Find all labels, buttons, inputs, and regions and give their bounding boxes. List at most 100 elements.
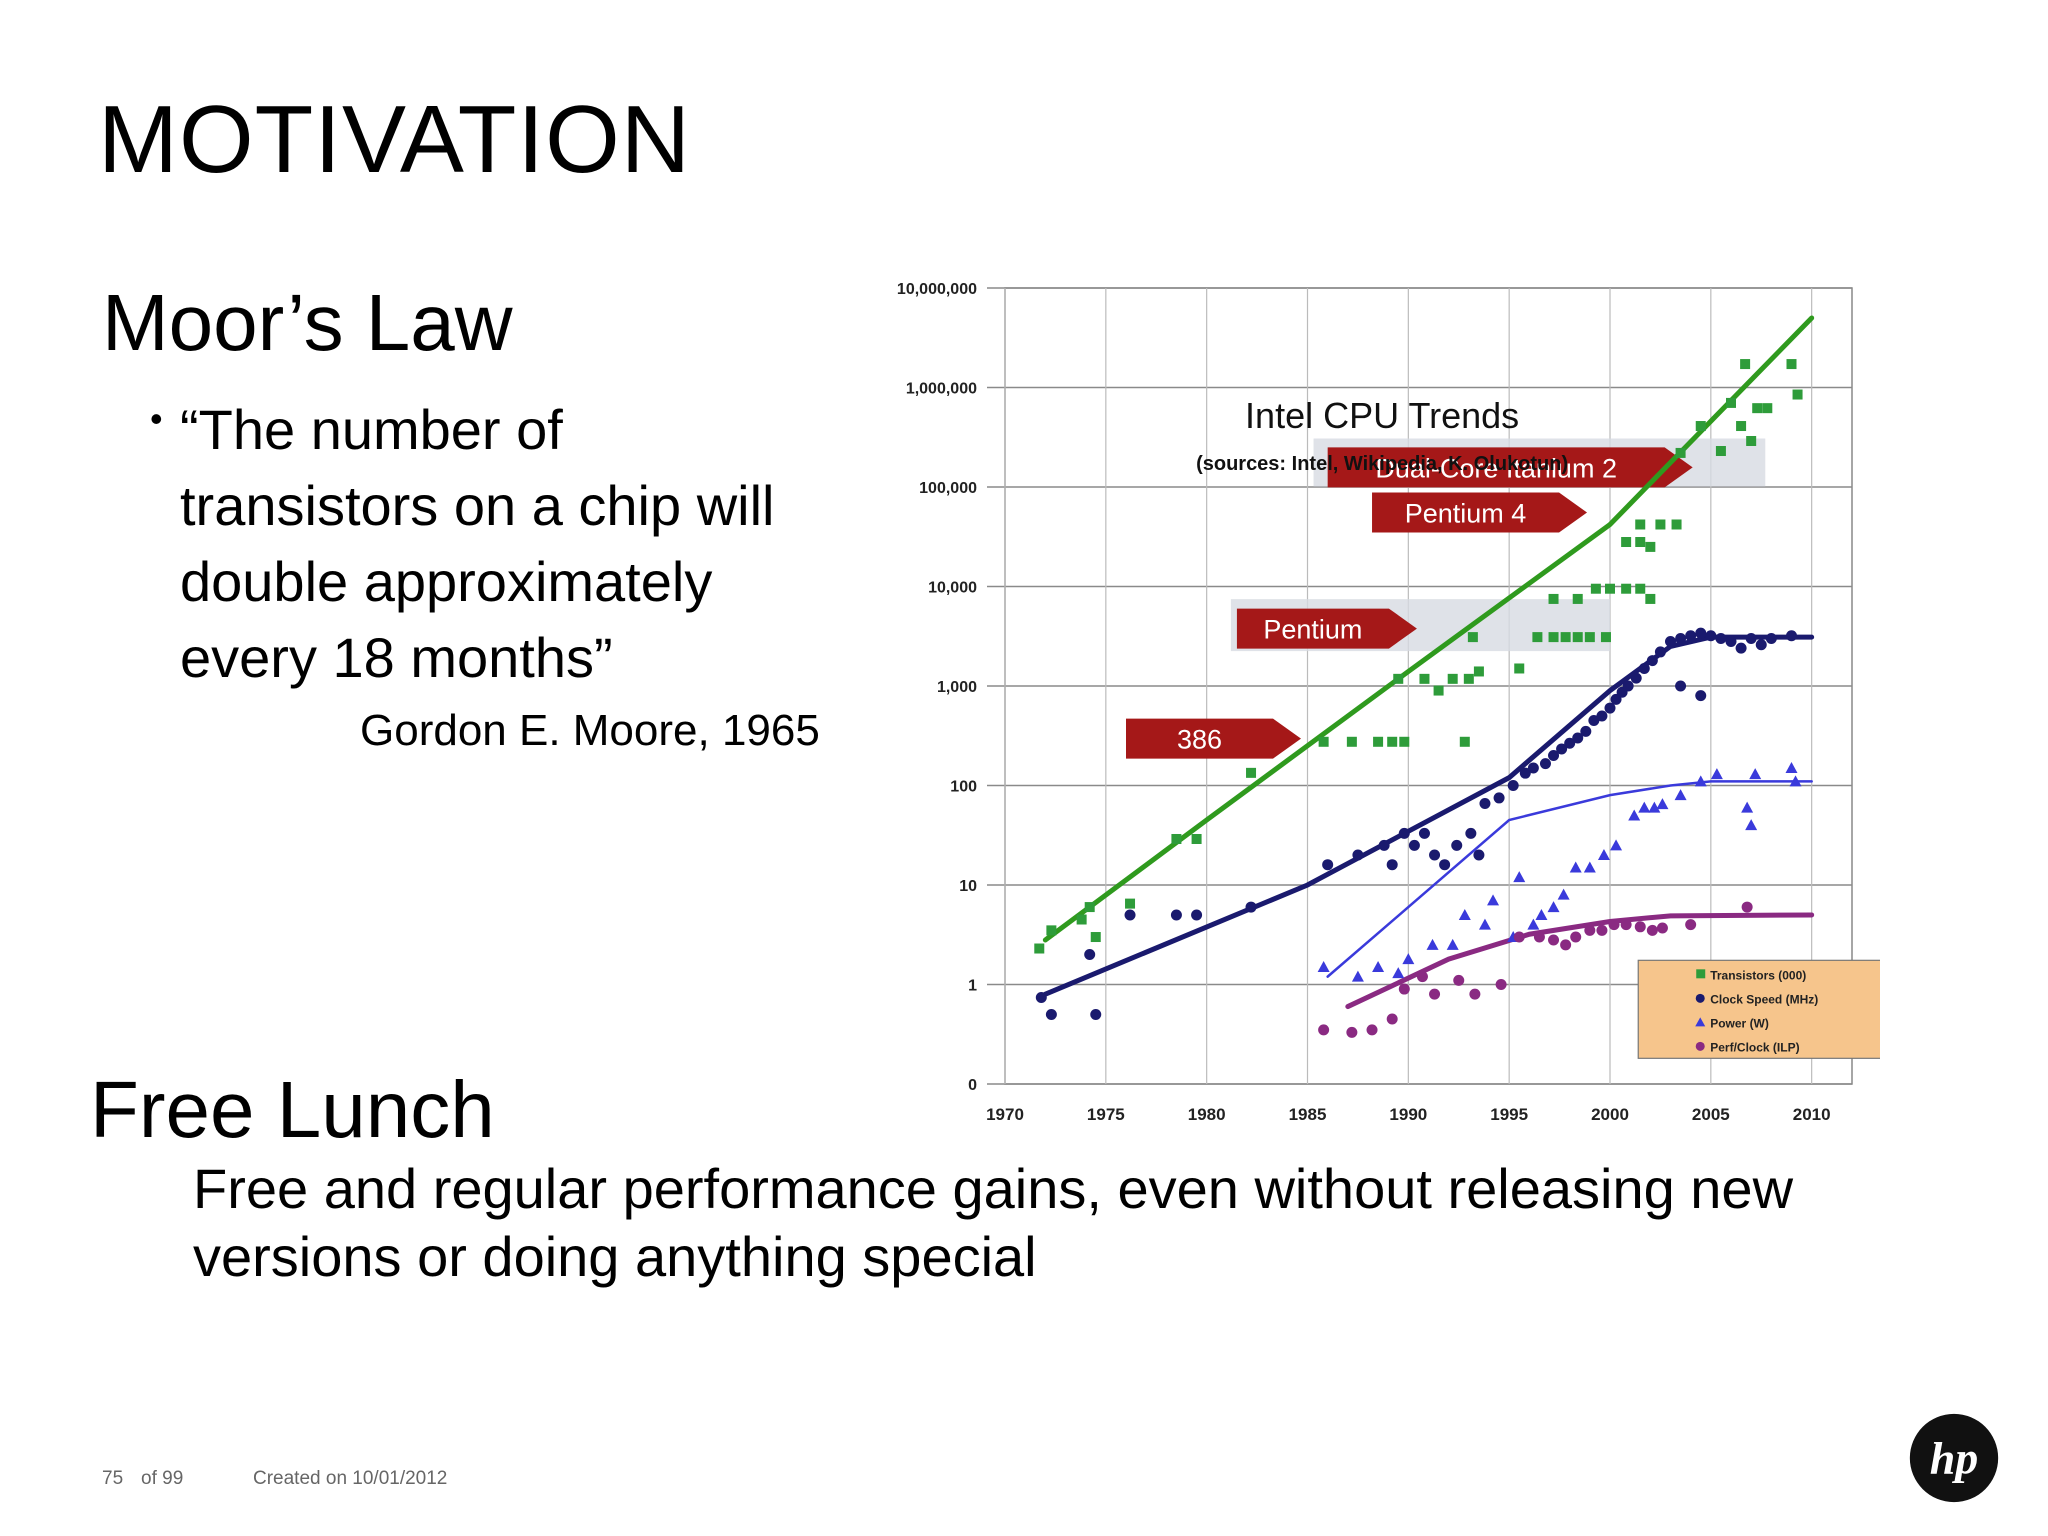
processor-banners: 386 Pentium Pentium 4 Dual-Core Itanium 2 [1126,438,1766,759]
transistor-point [1792,389,1803,400]
perf-point [1318,1024,1330,1036]
transistor-point [1191,833,1202,844]
clock-point [1654,646,1666,658]
power-point [1694,775,1707,787]
x-tick-label: 1985 [1289,1105,1327,1120]
transistor-point [1246,767,1257,778]
transistor-point [1786,359,1797,370]
y-tick-label: 10 [959,878,977,895]
transistor-point [1590,583,1601,594]
power-point [1656,798,1669,810]
power-point [1648,801,1661,813]
transistor-point [1399,736,1410,747]
clock-point [1418,827,1430,839]
transistor-point [1548,632,1559,643]
transistor-point [1621,583,1632,594]
clock-point [1630,672,1642,684]
perf-point [1513,931,1525,943]
clock-point [1386,859,1398,871]
transistor-point [1393,673,1404,684]
power-point [1351,970,1364,982]
clock-point [1564,737,1576,749]
perf-point [1386,1013,1398,1025]
power-point [1745,819,1758,831]
y-tick-label: 1,000,000 [906,381,977,398]
moore-quote: “The number of transistors on a chip wil… [180,398,775,689]
y-tick-label: 0 [968,1077,977,1094]
intel-cpu-trends-chart: 0 1 10 100 1,000 10,000 100,000 1,000,000 10,000… [897,281,1880,1120]
transistor-point [1605,583,1615,594]
perf-point [1620,919,1632,931]
transistor-point [1715,446,1726,457]
clock-point [1745,633,1757,645]
clock-point [1191,909,1203,921]
y-tick-label: 10,000,000 [897,281,977,298]
power-point [1674,789,1687,801]
power-point [1478,918,1491,930]
clock-point [1572,732,1584,744]
power-point [1458,908,1471,920]
transistor-point [1572,632,1583,643]
legend-label: Clock Speed (MHz) [1710,992,1818,1006]
transistor-point [1736,421,1747,432]
clock-point [1695,627,1707,639]
x-tick-label: 1970 [986,1105,1024,1120]
perf-point [1533,931,1545,943]
clock-point [1596,710,1608,722]
created-date: Created on 10/01/2012 [253,1468,448,1489]
power-point [1426,938,1439,950]
clock-point [1646,655,1658,667]
clock-point [1090,1008,1102,1020]
perf-point [1570,931,1582,943]
clock-point [1675,680,1687,692]
clock-point [1539,758,1551,770]
clock-point [1322,859,1334,871]
transistor-point [1373,736,1384,747]
perf-point [1646,924,1658,936]
transistor-point [1046,925,1057,936]
power-point [1789,775,1802,787]
transistor-point [1171,833,1182,844]
legend-marker [1695,1017,1706,1027]
clock-point [1084,949,1096,961]
clock-point [1527,762,1539,774]
transistor-point [1532,632,1543,643]
clock-point [1556,743,1568,755]
banner-arrow [1126,718,1301,759]
transistor-point [1695,421,1706,432]
transistor-point [1560,632,1571,643]
transistor-point [1125,898,1136,909]
transistor-point [1076,914,1087,925]
moores-law-heading: Moor’s Law [102,278,513,367]
quote-attribution: Gordon E. Moore, 1965 [360,706,820,755]
transistor-point [1635,519,1646,530]
transistor-point [1090,932,1101,943]
banner-label: Pentium [1263,615,1362,645]
page-total: of 99 [141,1468,184,1489]
clock-point [1580,725,1592,737]
transistor-point [1459,736,1470,747]
clock-point [1408,839,1420,851]
clock-point [1665,636,1676,648]
slide-title: MOTIVATION [98,86,692,193]
perf-point [1416,971,1428,983]
clock-point [1588,715,1600,727]
power-point [1513,871,1526,883]
power-point [1392,967,1405,979]
transistor-point [1740,359,1751,370]
transistor-point [1514,663,1525,674]
clock-point [1352,849,1364,861]
perf-point [1656,922,1668,934]
legend-label: Transistors (000) [1710,968,1806,982]
power-point [1446,938,1459,950]
power-point [1785,761,1798,773]
perf-point [1685,919,1697,931]
perf-point [1366,1024,1378,1036]
clock-point [1755,639,1767,651]
clock-point [1548,750,1560,762]
clock-point [1765,633,1777,645]
banner-label: Pentium 4 [1405,499,1527,529]
chart-subtitle: (sources: Intel, Wikipedia, K. Olukotun) [1196,453,1568,475]
clock-point [1685,630,1697,642]
perf-point [1741,901,1753,913]
